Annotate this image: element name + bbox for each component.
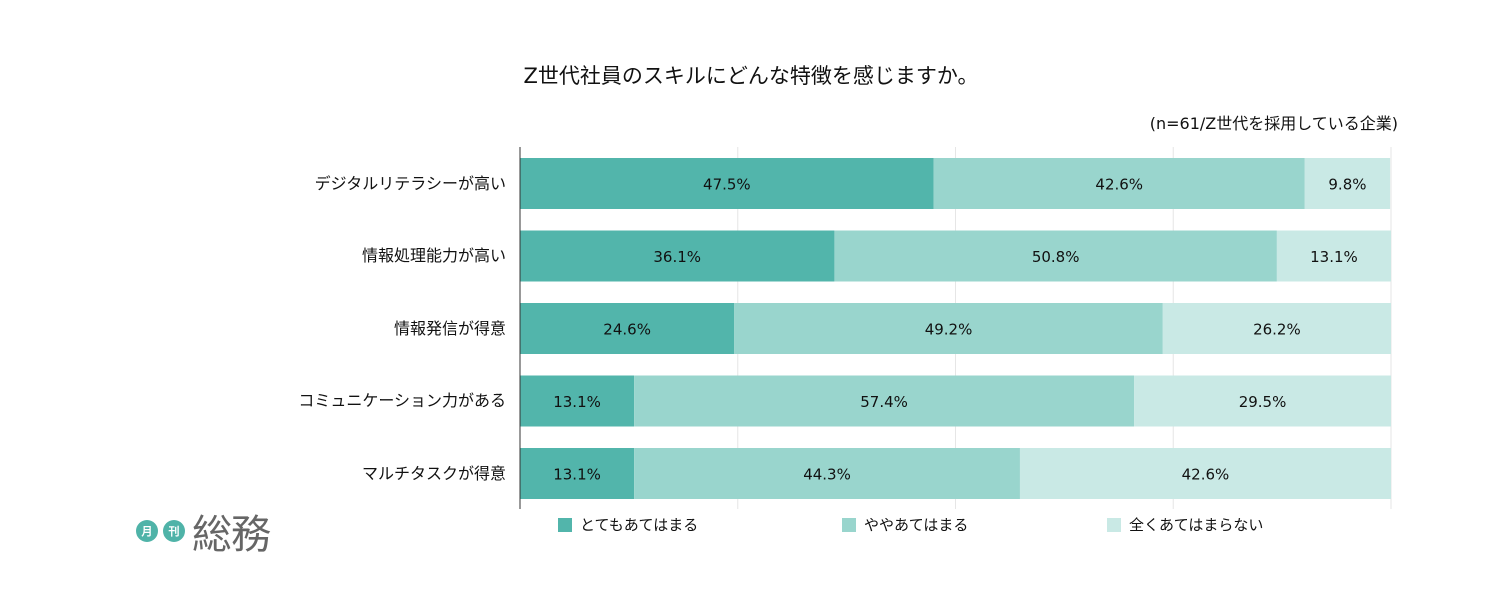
data-label: 57.4% <box>860 393 908 411</box>
chart-subtitle: (n=61/Z世代を採用している企業) <box>1149 114 1398 133</box>
data-label: 50.8% <box>1032 248 1080 266</box>
legend-swatch <box>1107 517 1121 532</box>
data-label: 13.1% <box>553 466 601 484</box>
bar-segment <box>1276 230 1391 282</box>
data-label: 26.2% <box>1253 321 1301 339</box>
bar-segment <box>1019 448 1391 499</box>
logo-name: 総務 <box>192 512 271 558</box>
legend-item: 全くあてはまらない <box>1107 514 1263 535</box>
category-label: 情報処理能力が高い <box>361 246 506 265</box>
bar-segment <box>520 303 735 354</box>
category-label: コミュニケーション力がある <box>298 391 506 410</box>
bar-segment <box>933 158 1305 209</box>
legend-label: とてもあてはまる <box>580 516 699 534</box>
logo-badge-edition: 刊 <box>163 520 185 542</box>
data-label: 42.6% <box>1095 176 1143 194</box>
data-label: 13.1% <box>1310 248 1358 266</box>
chart-title: Z世代社員のスキルにどんな特徴を感じますか。 <box>523 64 979 88</box>
legend-swatch <box>558 517 572 532</box>
data-label: 49.2% <box>925 321 973 339</box>
bar-segment <box>1304 158 1391 209</box>
legend-item: ややあてはまる <box>842 514 968 535</box>
data-label: 44.3% <box>803 466 851 484</box>
data-label: 9.8% <box>1328 176 1366 194</box>
category-label: マルチタスクが得意 <box>361 463 506 483</box>
bar-segment <box>734 303 1163 354</box>
data-label: 13.1% <box>553 393 601 411</box>
legend-item: とてもあてはまる <box>558 514 698 535</box>
bar-segment <box>1162 303 1391 354</box>
bar-segment <box>520 448 635 499</box>
data-label: 42.6% <box>1182 466 1230 484</box>
bar-segment <box>634 448 1020 499</box>
bar-segment <box>520 230 835 282</box>
bar-segment <box>1134 375 1391 427</box>
data-label: 29.5% <box>1239 393 1287 411</box>
legend-swatch <box>842 517 856 532</box>
bar-segment <box>634 375 1135 427</box>
data-label: 24.6% <box>603 321 651 339</box>
legend-label: 全くあてはまらない <box>1129 516 1264 534</box>
data-label: 47.5% <box>703 176 751 194</box>
bar-segment <box>520 375 635 427</box>
data-label: 36.1% <box>653 248 701 266</box>
category-label: デジタルリテラシーが高い <box>314 173 506 193</box>
legend-label: ややあてはまる <box>864 516 969 534</box>
category-label: 情報発信が得意 <box>393 318 506 338</box>
bar-segment <box>520 158 934 209</box>
bar-segment <box>834 230 1277 282</box>
logo-badge-month: 月 <box>136 520 158 542</box>
publisher-logo: 月 刊 総務 <box>136 502 271 560</box>
